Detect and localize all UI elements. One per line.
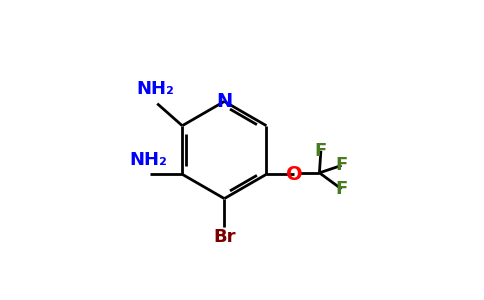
Text: F: F bbox=[335, 157, 348, 175]
Text: O: O bbox=[286, 165, 302, 184]
Text: F: F bbox=[315, 142, 327, 160]
Text: NH₂: NH₂ bbox=[129, 151, 167, 169]
Text: Br: Br bbox=[213, 228, 236, 246]
Text: F: F bbox=[335, 180, 348, 198]
Text: N: N bbox=[216, 92, 232, 111]
Text: NH₂: NH₂ bbox=[137, 80, 175, 98]
